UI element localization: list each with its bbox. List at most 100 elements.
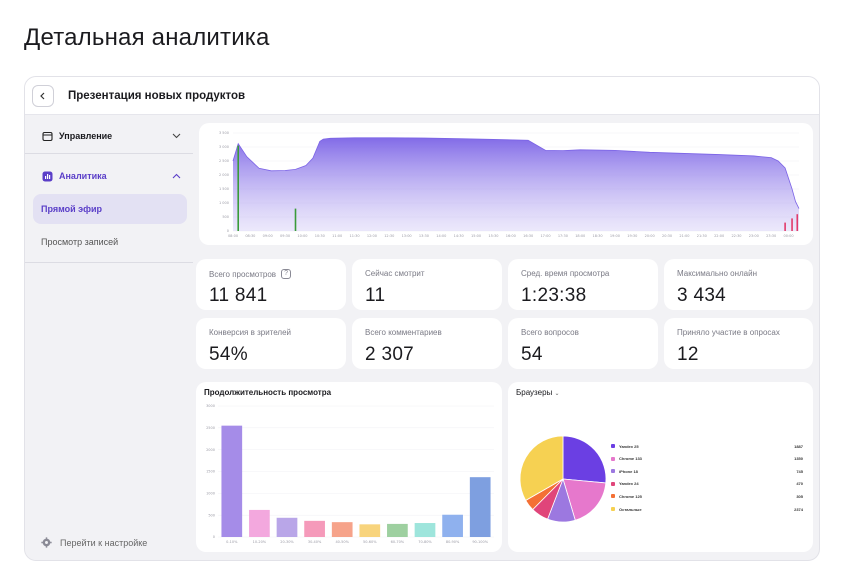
y-tick-label: 500 — [222, 215, 229, 219]
help-icon[interactable]: ? — [281, 269, 292, 279]
x-tick-label: 17:00 — [540, 234, 550, 238]
legend-value: 1350 — [794, 456, 803, 462]
sidebar-group-label: Аналитика — [59, 171, 107, 181]
sidebar-item-live[interactable]: Прямой эфир — [33, 194, 187, 224]
legend-value: 305 — [796, 493, 803, 499]
duration-bar — [387, 523, 408, 537]
x-tick-label: 12:30 — [384, 234, 394, 238]
stat-label: Сред. время просмотра — [521, 269, 610, 278]
x-tick-label: 15:30 — [488, 234, 498, 238]
x-tick-label: 17:30 — [558, 234, 568, 238]
legend-swatch — [611, 469, 615, 474]
x-tick-label: 21:00 — [679, 234, 689, 238]
stat-value: 1:23:38 — [521, 285, 587, 306]
x-tick-label: 18:30 — [593, 234, 603, 238]
legend-item: iPhone 18 745 — [611, 465, 803, 477]
x-tick-label: 10-20% — [253, 540, 267, 544]
x-tick-label: 18:00 — [575, 234, 585, 238]
activity-spike — [237, 145, 240, 231]
x-tick-label: 20-30% — [280, 540, 294, 544]
y-tick-label: 3 500 — [219, 131, 229, 135]
back-button[interactable] — [32, 84, 54, 107]
window-icon — [41, 130, 53, 142]
x-tick-label: 20:30 — [662, 234, 672, 238]
x-tick-label: 19:30 — [627, 234, 637, 238]
stat-card-avg-watch-time: Сред. время просмотра 1:23:38 — [508, 259, 658, 310]
browsers-dropdown[interactable]: Браузеры ⌄ — [516, 388, 560, 397]
stat-card-total-views: Всего просмотров? 11 841 — [196, 259, 346, 310]
chevron-down-icon: ⌄ — [554, 391, 560, 397]
browsers-pie-chart — [519, 435, 607, 523]
stat-label: Сейчас смотрит — [365, 269, 425, 278]
stat-card-comments: Всего комментариев 2 307 — [352, 318, 502, 369]
activity-spike — [294, 208, 297, 231]
x-tick-label: 09:30 — [280, 234, 290, 238]
legend-value: 1887 — [794, 443, 803, 449]
chevron-down-icon — [172, 131, 181, 141]
x-tick-label: 0-10% — [226, 540, 238, 544]
legend-item: Yandex 25 1887 — [611, 440, 803, 452]
duration-bar — [249, 509, 270, 537]
stat-card-watching-now: Сейчас смотрит 11 — [352, 259, 502, 310]
pie-slice — [519, 435, 564, 501]
x-tick-label: 11:30 — [349, 234, 359, 238]
y-tick-label: 1 000 — [219, 201, 229, 205]
legend-item: Chrome 133 1350 — [611, 453, 803, 465]
window-header: Презентация новых продуктов — [25, 77, 819, 115]
settings-link-label: Перейти к настройке — [60, 537, 148, 548]
chevron-up-icon — [172, 171, 181, 181]
x-tick-label: 08:00 — [228, 234, 238, 238]
legend-label: Chrome 125 — [619, 493, 642, 499]
x-tick-label: 60-70% — [391, 540, 405, 544]
stat-card-max-online: Максимально онлайн 3 434 — [664, 259, 813, 310]
y-tick-label: 500 — [208, 513, 215, 517]
stat-value: 3 434 — [677, 285, 727, 306]
stat-label: Максимально онлайн — [677, 269, 758, 278]
legend-swatch — [611, 494, 615, 499]
live-viewers-chart: 3 500 3 000 2 500 2 000 1 500 1 000 500 008:00 0… — [219, 131, 800, 238]
stat-card-poll-participants: Приняло участие в опросах 12 — [664, 318, 813, 369]
x-tick-label: 30-40% — [308, 540, 322, 544]
chevron-left-icon — [40, 92, 45, 99]
x-tick-label: 12:00 — [367, 234, 377, 238]
sidebar-divider — [25, 153, 193, 154]
activity-spike — [791, 218, 793, 231]
x-tick-label: 40-50% — [335, 540, 349, 544]
activity-spike — [796, 214, 799, 231]
duration-bar — [304, 520, 325, 537]
pie-slice — [562, 435, 607, 484]
x-tick-label: 22:00 — [714, 234, 724, 238]
y-tick-label: 2500 — [206, 426, 215, 430]
duration-bar — [414, 523, 436, 537]
y-tick-label: 0 — [213, 535, 215, 539]
y-tick-label: 2000 — [206, 448, 215, 452]
sidebar-group-analytics[interactable]: Аналитика — [25, 158, 193, 194]
x-tick-label: 21:30 — [697, 234, 707, 238]
watch-duration-title: Продолжительность просмотра — [204, 388, 332, 397]
y-tick-label: 1000 — [206, 492, 215, 496]
x-tick-label: 11:00 — [332, 234, 342, 238]
stat-label: Всего просмотров? — [209, 269, 292, 279]
x-tick-label: 20:00 — [645, 234, 655, 238]
x-tick-label: 09:00 — [263, 234, 273, 238]
browsers-card: Браузеры ⌄ Yandex 25 1887 Chrome 133 1350 iP… — [508, 382, 813, 552]
settings-link[interactable]: Перейти к настройке — [41, 537, 147, 548]
viewers-area — [233, 137, 799, 231]
stat-value: 54% — [209, 344, 248, 365]
legend-swatch — [611, 481, 615, 486]
stat-value: 11 — [365, 285, 386, 306]
x-tick-label: 23:30 — [766, 234, 776, 238]
sidebar-group-label: Управление — [59, 131, 113, 141]
sidebar-group-management[interactable]: Управление — [25, 118, 193, 154]
live-viewers-card: 3 500 3 000 2 500 2 000 1 500 1 000 500 0 08:00 0… — [199, 123, 813, 245]
legend-swatch — [611, 444, 615, 448]
x-tick-label: 14:30 — [454, 234, 464, 238]
sidebar-item-recordings[interactable]: Просмотр записей — [41, 237, 119, 247]
x-tick-label: 13:30 — [419, 234, 429, 238]
legend-item: Yandex 24 470 — [611, 478, 803, 490]
legend-value: 2374 — [794, 506, 803, 512]
stat-label: Приняло участие в опросах — [677, 328, 780, 337]
presentation-title: Презентация новых продуктов — [68, 89, 246, 102]
legend-item: Остальные 2374 — [611, 503, 803, 515]
duration-bar — [359, 524, 381, 537]
